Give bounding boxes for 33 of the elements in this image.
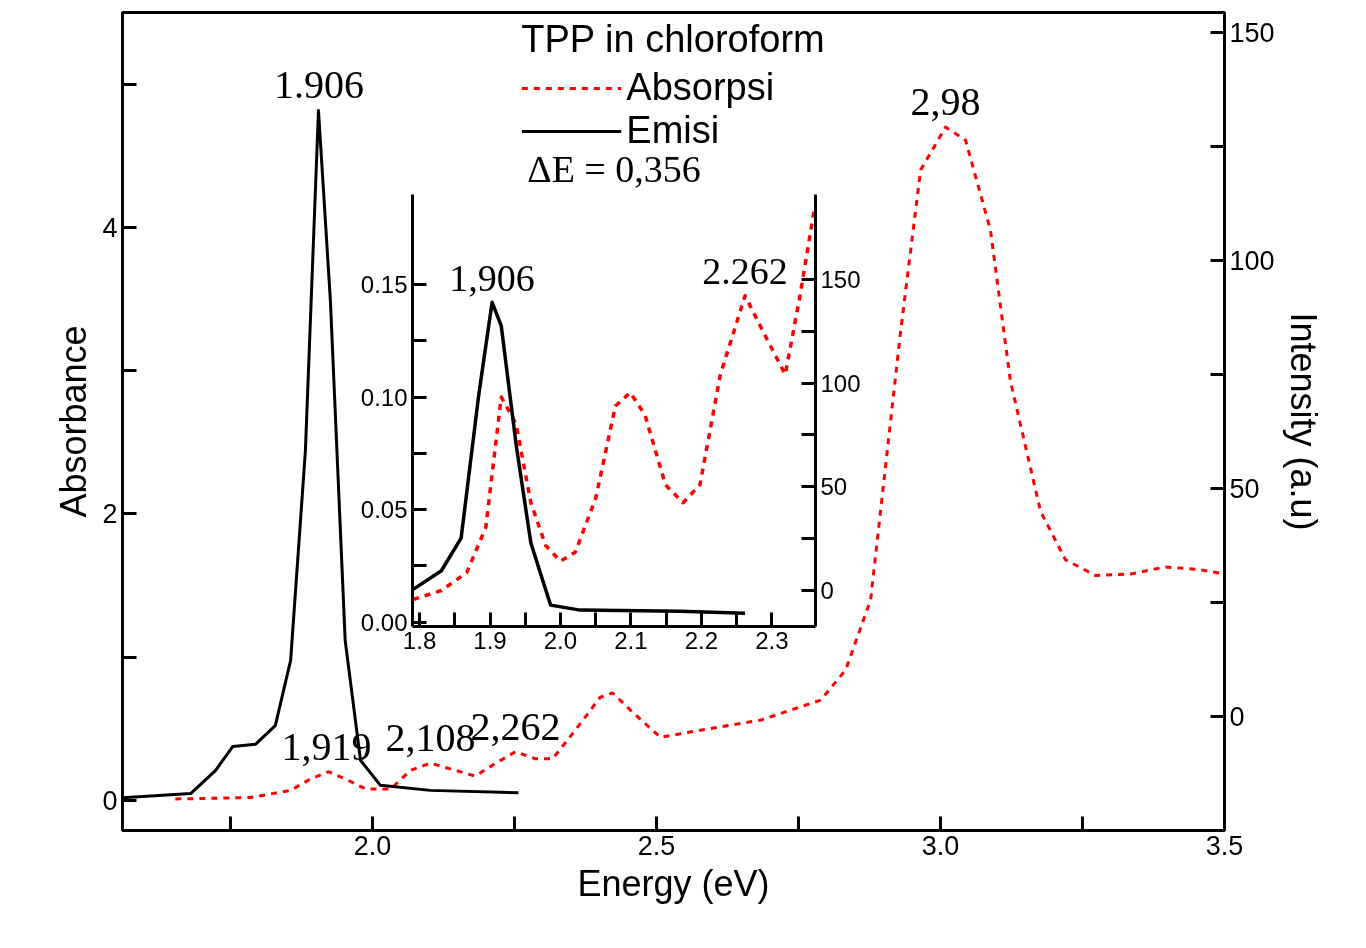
y2-tick-label: 100 (820, 369, 861, 397)
x-tick-label: 3.0 (921, 830, 960, 861)
y2-tick-label: 50 (1229, 474, 1260, 505)
annotation: 1,906 (449, 256, 535, 299)
x-tick-label: 2.3 (755, 626, 789, 654)
x-tick-label: 1.9 (473, 626, 507, 654)
y2-tick-label: 100 (1229, 246, 1275, 277)
x-axis-title: Energy (eV) (577, 862, 770, 904)
annotation: 2,98 (910, 79, 981, 125)
y-axis-title: Absorbance (53, 325, 95, 518)
legend-label: Absorpsi (626, 66, 775, 109)
x-tick-label: 2.2 (684, 626, 719, 654)
x-tick-label: 2.1 (614, 626, 648, 654)
y-tick-label: 0.10 (360, 383, 408, 411)
y2-tick-label: 150 (1229, 18, 1275, 49)
legend-title: TPP in chloroform (521, 18, 825, 61)
x-tick-label: 2.0 (543, 626, 578, 654)
y2-axis-title: Intensity (a.u) (1282, 312, 1324, 531)
y2-tick-label: 150 (820, 265, 861, 293)
x-tick-label: 2.5 (637, 830, 676, 861)
annotation: 1.906 (274, 61, 365, 107)
y-tick-label: 4 (102, 212, 118, 243)
y-tick-label: 0.15 (360, 271, 408, 298)
x-tick-label: 3.5 (1205, 830, 1244, 861)
x-tick-label: 2.0 (353, 830, 392, 861)
y-tick-label: 2 (102, 499, 118, 530)
y2-tick-label: 0 (820, 576, 834, 604)
annotation: 2.262 (702, 249, 788, 292)
y2-tick-label: 50 (820, 473, 848, 501)
y2-tick-label: 0 (1229, 702, 1245, 733)
y-tick-label: 0 (102, 785, 118, 816)
y-tick-label: 0.05 (360, 496, 408, 523)
line-series (412, 208, 816, 602)
